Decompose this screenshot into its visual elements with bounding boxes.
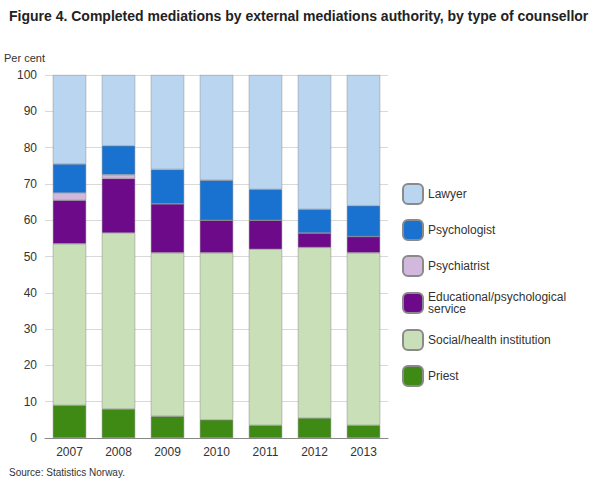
svg-text:10: 10 [24,395,38,409]
svg-text:Per cent: Per cent [4,52,45,64]
svg-text:2010: 2010 [203,445,230,459]
svg-text:2009: 2009 [154,445,181,459]
svg-text:2007: 2007 [56,445,83,459]
svg-text:Lawyer: Lawyer [428,187,467,201]
svg-text:60: 60 [24,213,38,227]
svg-text:0: 0 [30,431,37,445]
svg-text:80: 80 [24,141,38,155]
svg-text:service: service [428,302,466,316]
svg-text:Psychiatrist: Psychiatrist [428,259,490,273]
svg-text:100: 100 [17,68,37,82]
svg-text:90: 90 [24,104,38,118]
svg-text:50: 50 [24,250,38,264]
svg-text:2011: 2011 [253,445,279,459]
svg-text:30: 30 [24,322,38,336]
svg-text:Social/health institution: Social/health institution [428,333,551,347]
svg-text:70: 70 [24,177,38,191]
svg-text:40: 40 [24,286,38,300]
svg-text:2013: 2013 [350,445,377,459]
svg-text:Priest: Priest [428,369,459,383]
svg-text:20: 20 [24,358,38,372]
svg-text:Psychologist: Psychologist [428,223,496,237]
svg-text:Figure 4. Completed mediations: Figure 4. Completed mediations by extern… [9,8,589,24]
svg-text:Source: Statistics Norway.: Source: Statistics Norway. [9,467,125,478]
svg-text:Educational/psychological: Educational/psychological [428,290,570,304]
svg-text:2008: 2008 [105,445,132,459]
svg-text:2012: 2012 [301,445,328,459]
